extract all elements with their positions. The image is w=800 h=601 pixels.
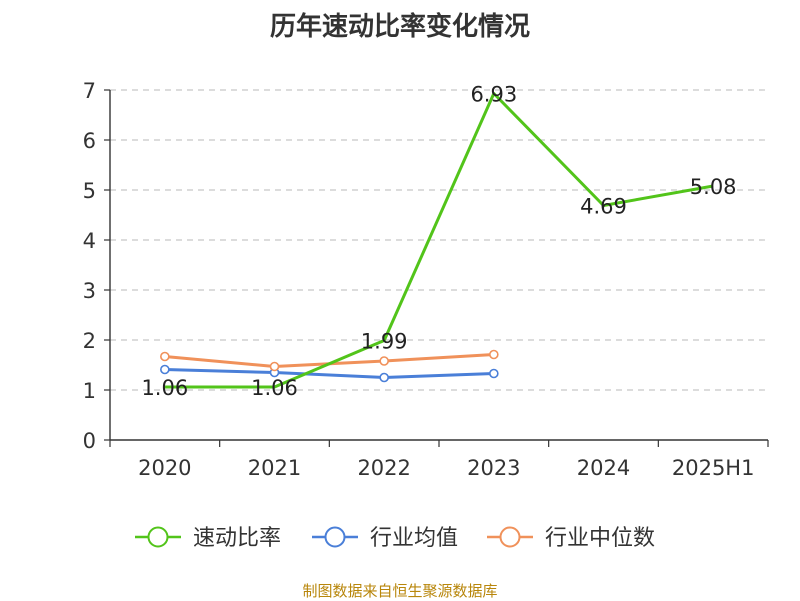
data-point (160, 351, 170, 362)
x-tick-label: 2022 (357, 456, 410, 480)
data-point (160, 364, 170, 375)
y-tick-label: 3 (83, 279, 96, 303)
data-point (379, 372, 389, 383)
y-tick-label: 2 (83, 329, 96, 353)
y-tick-label: 5 (83, 179, 96, 203)
y-tick-label: 6 (83, 129, 96, 153)
legend-label: 速动比率 (193, 526, 281, 551)
x-tick-label: 2020 (138, 456, 191, 480)
y-tick-label: 7 (83, 79, 96, 103)
x-tick-label: 2023 (467, 456, 520, 480)
y-tick-label: 1 (83, 379, 96, 403)
x-tick-label: 2024 (577, 456, 630, 480)
data-source-note: 制图数据来自恒生聚源数据库 (302, 582, 498, 600)
data-label: 6.93 (470, 83, 517, 107)
data-point (489, 349, 499, 360)
data-point (269, 361, 280, 372)
data-label: 5.08 (690, 175, 737, 199)
x-tick-label: 2025H1 (672, 456, 755, 480)
legend-marker (324, 526, 346, 548)
legend-label: 行业中位数 (545, 526, 655, 551)
x-tick-label: 2021 (248, 456, 301, 480)
series-line (164, 92, 714, 389)
y-tick-label: 4 (83, 229, 96, 253)
legend-label: 行业均值 (370, 526, 458, 551)
data-label: 1.06 (251, 376, 298, 400)
data-point (379, 356, 389, 366)
data-label: 4.69 (580, 195, 627, 219)
y-tick-label: 0 (83, 429, 96, 453)
data-point (489, 368, 499, 379)
legend-marker (499, 526, 521, 548)
legend-marker (147, 526, 169, 548)
data-label: 1.99 (361, 330, 408, 354)
chart-title: 历年速动比率变化情况 (269, 12, 530, 42)
series-line (164, 368, 494, 379)
data-label: 1.06 (141, 376, 188, 400)
